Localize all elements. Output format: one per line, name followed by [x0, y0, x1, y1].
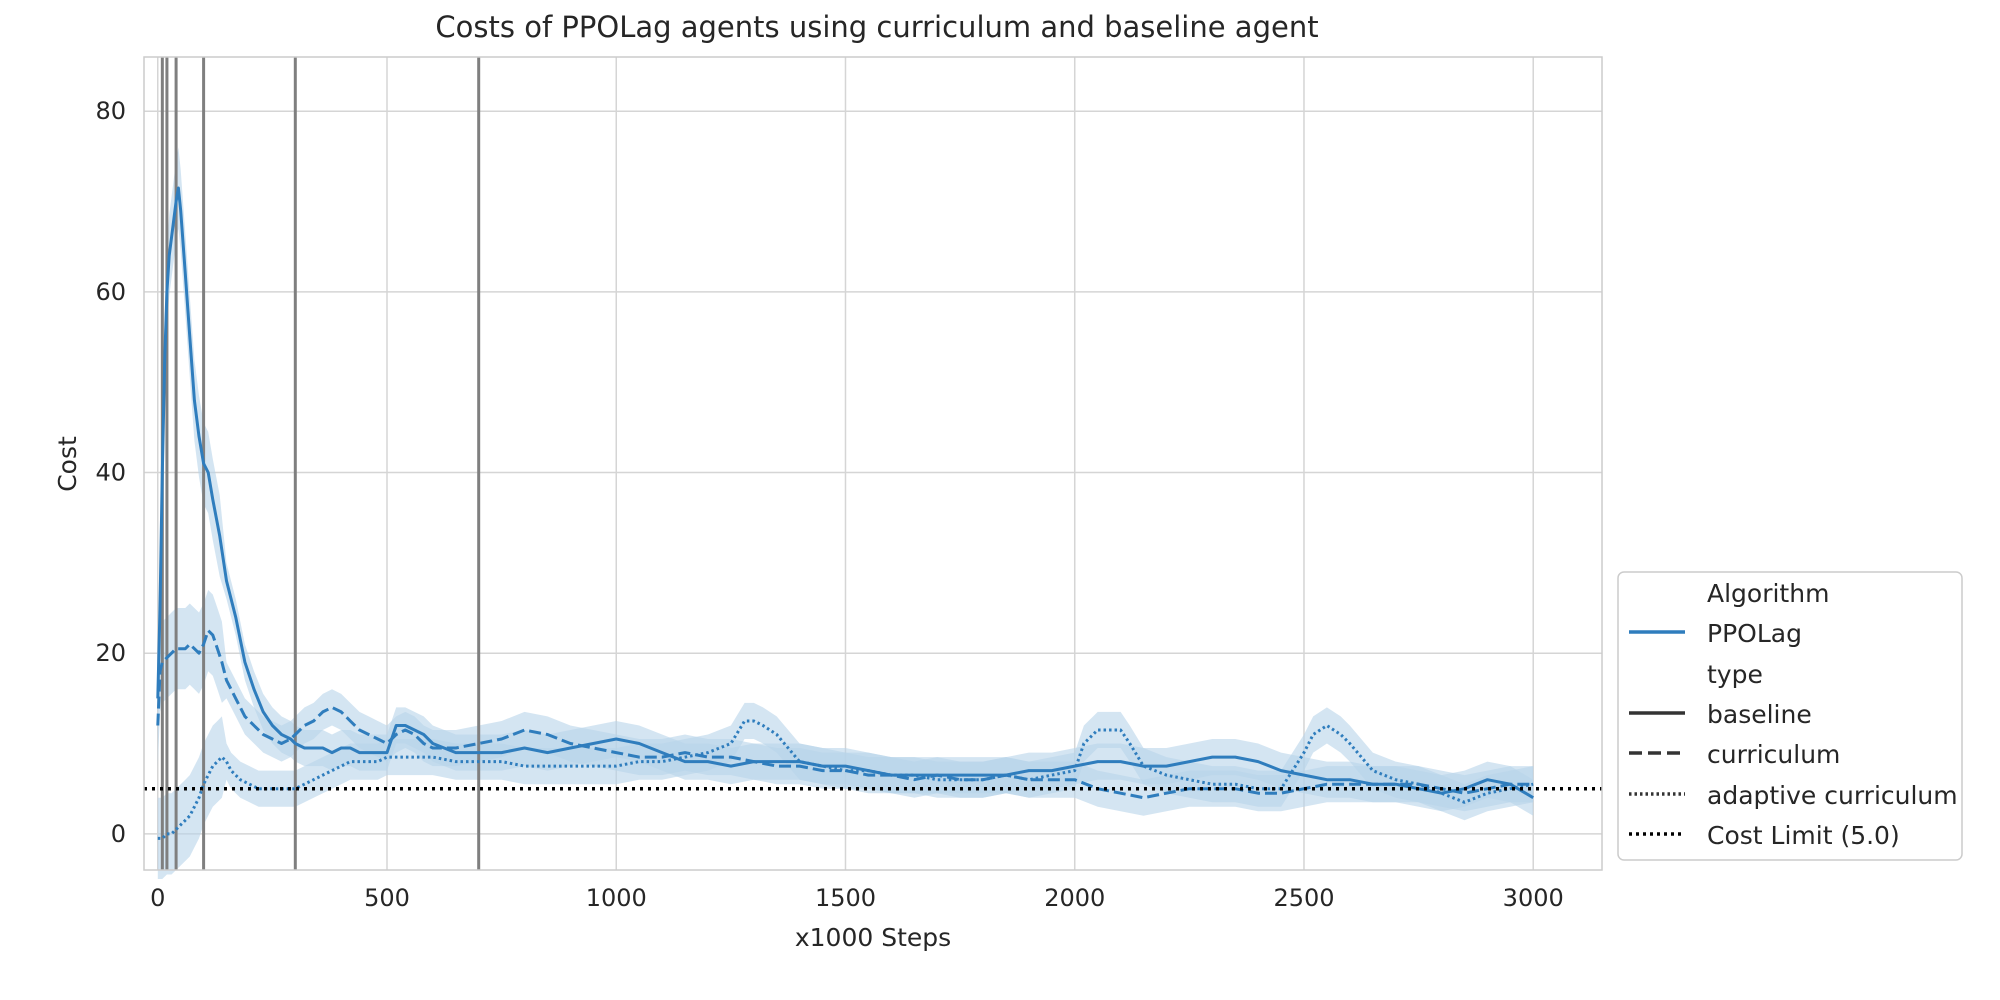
y-tick-label: 80 — [95, 97, 126, 125]
tick-labels: 0 500 1000 1500 2000 2500 3000 0 20 40 60 80 — [95, 97, 1563, 912]
series-line-adaptive-curriculum — [157, 719, 1534, 840]
y-tick-label: 0 — [111, 820, 126, 848]
legend-label-ppolag: PPOLag — [1707, 619, 1802, 648]
plot-frame — [143, 56, 1603, 871]
x-tick-label: 3000 — [1503, 884, 1564, 912]
legend-title-type: type — [1707, 660, 1763, 689]
x-tick-label: 0 — [150, 884, 165, 912]
y-axis-label: Cost — [53, 436, 82, 492]
legend-label-adaptive-curriculum: adaptive curriculum — [1707, 781, 1958, 810]
y-tick-label: 40 — [95, 459, 126, 487]
y-tick-label: 20 — [95, 639, 126, 667]
x-tick-label: 1500 — [815, 884, 876, 912]
legend-label-baseline: baseline — [1707, 700, 1812, 729]
series-line-baseline — [156, 186, 1534, 799]
legend-frame — [1617, 571, 1963, 861]
x-tick-label: 2500 — [1273, 884, 1334, 912]
band-adaptive-curriculum — [157, 702, 1534, 879]
y-tick-label: 60 — [95, 278, 126, 306]
legend-label-curriculum: curriculum — [1707, 740, 1840, 769]
x-tick-label: 2000 — [1044, 884, 1105, 912]
x-axis-label: x1000 Steps — [795, 923, 951, 952]
x-tick-label: 1000 — [586, 884, 647, 912]
gridlines — [144, 57, 1602, 870]
legend-title-algorithm: Algorithm — [1707, 579, 1829, 608]
legend: Algorithm PPOLag type baseline curriculu… — [1617, 571, 1963, 861]
x-tick-label: 500 — [364, 884, 410, 912]
chart-title: Costs of PPOLag agents using curriculum … — [435, 10, 1318, 44]
legend-label-cost-limit: Cost Limit (5.0) — [1707, 821, 1900, 850]
